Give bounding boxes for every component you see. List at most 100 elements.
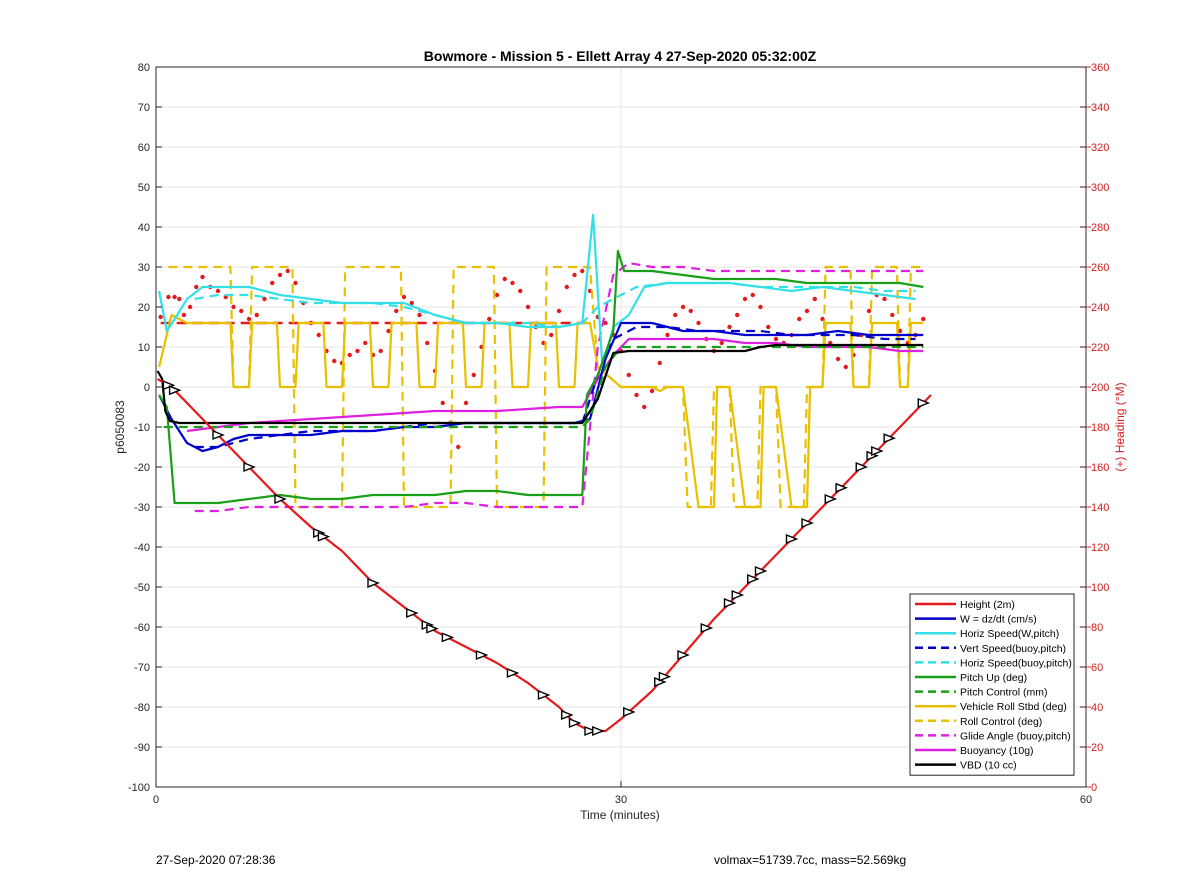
heading-point bbox=[657, 360, 662, 366]
height-marker bbox=[367, 577, 380, 589]
heading-point bbox=[187, 304, 193, 310]
legend-box bbox=[909, 593, 1075, 776]
legend-label: VBD (10 cc) bbox=[960, 760, 1017, 772]
y-tick-label: -100 bbox=[128, 782, 150, 794]
footer-timestamp: 27-Sep-2020 07:28:36 bbox=[156, 853, 276, 867]
y-tick-label: -80 bbox=[134, 702, 150, 714]
y-tick-label: 50 bbox=[138, 182, 150, 194]
height-marker bbox=[871, 445, 884, 457]
heading-point bbox=[556, 308, 562, 314]
axes: 80706050403020100-10-20-30-40-50-60-70-8… bbox=[128, 62, 1109, 806]
heading-point bbox=[194, 284, 199, 290]
heading-point bbox=[680, 304, 686, 310]
series-line-7 bbox=[158, 313, 924, 509]
heading-point bbox=[177, 296, 182, 302]
legend: Height (2m) W = dz/dt (cm/s) Horiz Speed(W… bbox=[909, 593, 1075, 776]
heading-point bbox=[158, 314, 163, 320]
height-marker bbox=[677, 649, 690, 661]
heading-point bbox=[696, 320, 701, 326]
heading-point bbox=[378, 348, 383, 354]
heading-point bbox=[642, 404, 647, 410]
height-marker bbox=[723, 597, 737, 609]
heading-point bbox=[270, 280, 275, 286]
height-marker bbox=[168, 385, 182, 396]
y2-tick-label: 140 bbox=[1091, 502, 1109, 514]
y2-tick-label: 60 bbox=[1091, 662, 1103, 674]
x-tick-label: 60 bbox=[1080, 794, 1092, 806]
height-marker bbox=[883, 433, 897, 444]
y-tick-label: -40 bbox=[134, 542, 150, 554]
chart-title: Bowmore - Mission 5 - Ellett Array 4 27-… bbox=[424, 48, 817, 64]
heading-point bbox=[502, 276, 507, 282]
y-tick-label: 10 bbox=[138, 342, 150, 354]
y-tick-label: 70 bbox=[138, 102, 150, 114]
heading-point bbox=[843, 364, 848, 370]
y-tick-label: 0 bbox=[144, 382, 150, 394]
y-tick-label: 20 bbox=[138, 302, 150, 314]
heading-point bbox=[355, 348, 360, 354]
heading-point bbox=[797, 316, 802, 322]
heading-point bbox=[564, 284, 569, 290]
height-markers bbox=[162, 380, 931, 737]
height-marker bbox=[785, 533, 799, 545]
legend-label: Roll Control (deg) bbox=[960, 716, 1042, 728]
y2-tick-label: 280 bbox=[1091, 222, 1109, 234]
heading-point bbox=[172, 294, 177, 300]
y-tick-label: 30 bbox=[138, 262, 150, 274]
heading-point bbox=[688, 308, 693, 314]
height-marker bbox=[917, 397, 931, 409]
legend-label: Vehicle Roll Stbd (deg) bbox=[960, 701, 1067, 713]
height-marker bbox=[162, 380, 176, 391]
heading-point bbox=[471, 372, 476, 378]
heading-point bbox=[394, 308, 399, 314]
heading-point bbox=[487, 316, 492, 322]
heading-point bbox=[572, 272, 577, 278]
y2-tick-label: 0 bbox=[1091, 782, 1097, 794]
y-axis-label: p6050083 bbox=[113, 400, 127, 454]
heading-point bbox=[866, 308, 872, 314]
heading-point bbox=[882, 296, 887, 302]
heading-point bbox=[649, 388, 655, 394]
height-marker bbox=[623, 706, 636, 718]
heading-point bbox=[363, 340, 368, 346]
heading-point bbox=[293, 280, 298, 286]
heading-point bbox=[518, 288, 523, 294]
height-marker bbox=[243, 461, 256, 473]
y2-tick-label: 20 bbox=[1091, 742, 1103, 754]
heading-point bbox=[665, 332, 670, 338]
heading-point bbox=[285, 268, 290, 274]
height-marker bbox=[317, 531, 331, 542]
y2-tick-label: 260 bbox=[1091, 262, 1109, 274]
heading-point bbox=[510, 280, 515, 286]
heading-point bbox=[347, 352, 352, 358]
y-tick-label: -90 bbox=[134, 742, 150, 754]
heading-point bbox=[463, 400, 469, 406]
heading-point bbox=[835, 356, 841, 362]
series-line-9 bbox=[194, 261, 924, 513]
heading-point bbox=[549, 332, 554, 338]
heading-point bbox=[494, 292, 500, 298]
height-marker bbox=[537, 689, 551, 701]
height-marker bbox=[824, 493, 838, 505]
heading-point bbox=[727, 324, 732, 330]
heading-point bbox=[200, 274, 205, 280]
height-marker bbox=[584, 725, 597, 737]
y-tick-label: -70 bbox=[134, 662, 150, 674]
y2-tick-label: 200 bbox=[1091, 382, 1109, 394]
heading-point bbox=[603, 320, 608, 326]
y2-tick-label: 240 bbox=[1091, 302, 1109, 314]
legend-label: Glide Angle (buoy,pitch) bbox=[960, 730, 1071, 742]
heading-point bbox=[634, 392, 639, 398]
height-marker bbox=[747, 573, 760, 585]
series-line-6 bbox=[163, 345, 924, 429]
height-marker bbox=[274, 493, 287, 505]
y-tick-label: -50 bbox=[134, 582, 150, 594]
heading-point bbox=[673, 312, 678, 318]
heading-point bbox=[239, 308, 244, 314]
heading-point bbox=[921, 316, 926, 322]
height-marker bbox=[441, 632, 455, 643]
heading-point bbox=[409, 300, 414, 306]
heading-point bbox=[812, 296, 817, 302]
heading-point bbox=[386, 328, 391, 334]
heading-point bbox=[181, 312, 187, 318]
